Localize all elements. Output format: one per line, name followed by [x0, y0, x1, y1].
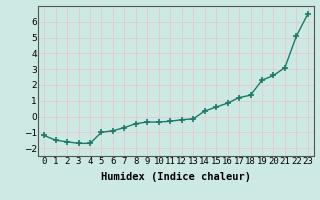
X-axis label: Humidex (Indice chaleur): Humidex (Indice chaleur): [101, 172, 251, 182]
